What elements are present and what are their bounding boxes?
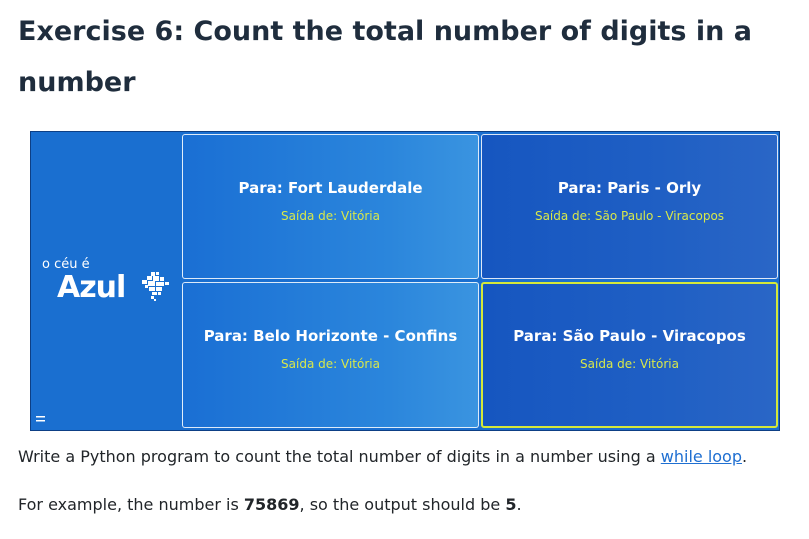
brazil-map-icon [142,272,169,301]
tile-destination: Para: Fort Lauderdale [238,179,423,197]
azul-brand: o céu é Azul [31,132,181,430]
description-end: . [742,447,748,466]
tile-origin: Saída de: Vitória [580,357,679,371]
flight-tile-paris-orly[interactable]: Para: Paris - Orly Saída de: São Paulo -… [481,134,778,279]
example-middle: , so the output should be [299,495,506,514]
menu-icon[interactable] [36,415,45,423]
tile-destination: Para: São Paulo - Viracopos [513,327,746,345]
description-text: Write a Python program to count the tota… [18,447,661,466]
example-end: . [516,495,522,514]
tile-destination: Para: Belo Horizonte - Confins [203,327,458,345]
tile-destination: Para: Paris - Orly [557,179,702,197]
example-result: 5 [505,495,517,514]
flight-tile-sao-paulo-viracopos[interactable]: Para: São Paulo - Viracopos Saída de: Vi… [481,282,778,428]
tile-origin: Saída de: Vitória [281,209,380,223]
flight-tile-fort-lauderdale[interactable]: Para: Fort Lauderdale Saída de: Vitória [182,134,479,279]
tile-origin: Saída de: São Paulo - Viracopos [534,209,725,223]
flight-tile-belo-horizonte[interactable]: Para: Belo Horizonte - Confins Saída de:… [182,282,479,428]
brand-name: Azul [57,270,126,305]
while-loop-link[interactable]: while loop [660,447,742,466]
exercise-description: Write a Python program to count the tota… [18,447,747,466]
example-text: For example, the number is [18,495,244,514]
tile-origin: Saída de: Vitória [281,357,380,371]
exercise-heading: Exercise 6: Count the total number of di… [18,16,752,98]
example-number: 75869 [243,495,300,514]
brand-tagline: o céu é [42,257,90,272]
azul-ad-banner[interactable]: o céu é Azul [30,131,780,431]
exercise-example: For example, the number is 75869, so the… [18,495,522,514]
